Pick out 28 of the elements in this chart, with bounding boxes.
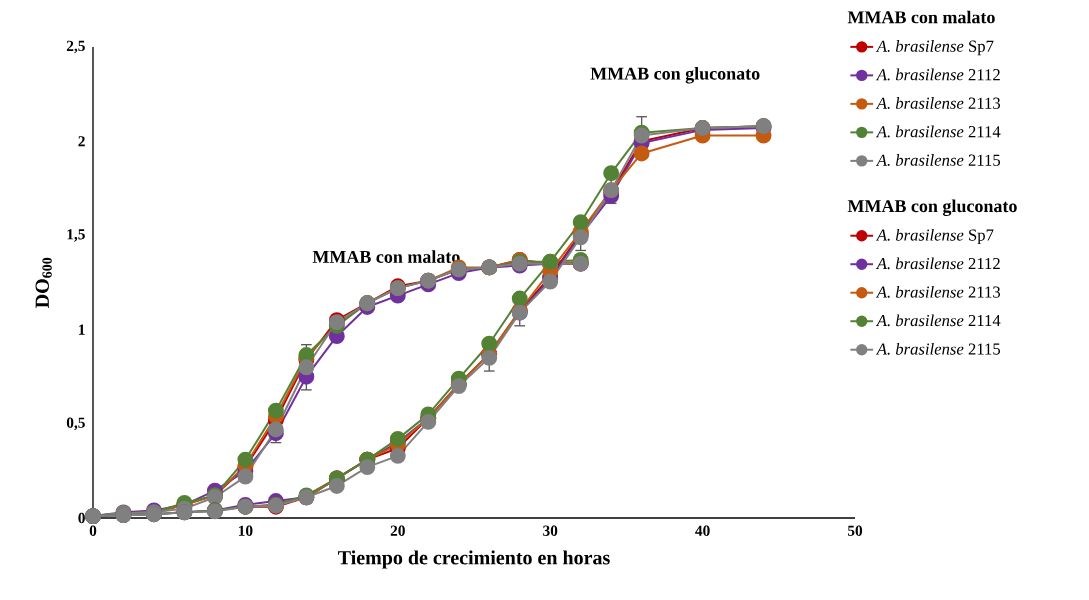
legend-label: A. brasilense 2115 — [875, 342, 1001, 355]
legend-label: A. brasilense Sp7 — [875, 40, 994, 56]
x-tick-label: 30 — [543, 525, 558, 536]
legend-label: A. brasilense 2114 — [875, 314, 1001, 327]
annotation: MMAB con malato — [312, 250, 460, 263]
y-tick-label: 1,5 — [67, 229, 85, 242]
y-tick-label: 0,5 — [66, 417, 85, 431]
y-tick-label: 2,5 — [66, 40, 85, 54]
legend-label: A. brasilense 2112 — [875, 257, 1000, 270]
legend-label: A. brasilense 2115 — [875, 154, 1001, 166]
y-tick-label: 2 — [78, 136, 85, 147]
x-axis-title: Tiempo de crecimiento en horas — [338, 550, 610, 569]
y-axis-title: DO$_{600}$ — [35, 257, 52, 308]
x-tick-label: 40 — [695, 525, 710, 536]
legend-label: A. brasilense 2113 — [875, 285, 1001, 298]
legend-label: A. brasilense 2112 — [875, 68, 1000, 81]
y-tick-label: 1 — [79, 324, 85, 335]
x-tick-label: 50 — [847, 525, 863, 536]
x-tick-label: 10 — [238, 525, 253, 536]
legend-label: A. brasilense Sp7 — [875, 228, 994, 245]
annotation: MMAB con gluconato — [847, 199, 1017, 216]
x-tick-label: 20 — [390, 525, 405, 536]
text: MMAB con malato — [847, 10, 995, 24]
annotation: MMAB con gluconato — [590, 67, 760, 84]
legend-label: A. brasilense 2114 — [875, 125, 1001, 138]
legend-label: A. brasilense 2113 — [875, 97, 1001, 109]
y-tick-label: 0 — [78, 512, 85, 524]
x-tick-label: 0 — [89, 525, 97, 536]
